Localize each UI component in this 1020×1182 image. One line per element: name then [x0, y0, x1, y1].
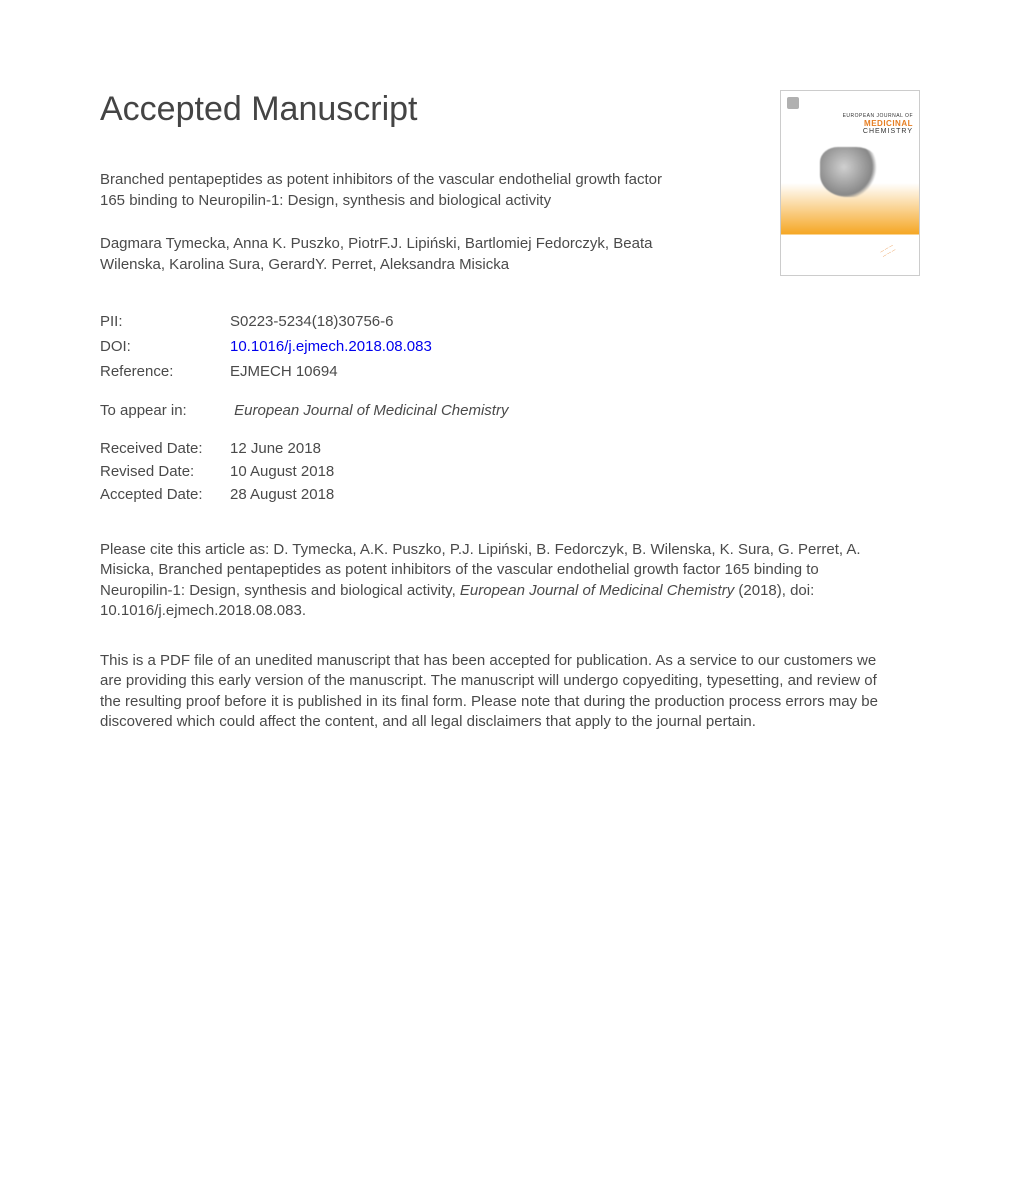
received-row: Received Date: 12 June 2018 [100, 437, 334, 460]
revised-value: 10 August 2018 [230, 460, 334, 483]
reference-label: Reference: [100, 359, 230, 384]
doi-label: DOI: [100, 334, 230, 359]
journal-cover-thumbnail: EUROPEAN JOURNAL OF MEDICINAL CHEMISTRY … [780, 90, 920, 276]
reference-value: EJMECH 10694 [230, 359, 432, 384]
accepted-value: 28 August 2018 [230, 483, 334, 506]
doi-link[interactable]: 10.1016/j.ejmech.2018.08.083 [230, 338, 432, 355]
received-value: 12 June 2018 [230, 437, 334, 460]
revised-row: Revised Date: 10 August 2018 [100, 460, 334, 483]
doi-row: DOI: 10.1016/j.ejmech.2018.08.083 [100, 334, 432, 359]
metadata-table: PII: S0223-5234(18)30756-6 DOI: 10.1016/… [100, 309, 432, 384]
dates-table: Received Date: 12 June 2018 Revised Date… [100, 437, 334, 506]
manuscript-page: Accepted Manuscript Branched pentapeptid… [0, 0, 1020, 822]
pii-row: PII: S0223-5234(18)30756-6 [100, 309, 432, 334]
molecule-graphic-icon [820, 147, 880, 197]
cover-diagonal-text: — — —— — — [880, 236, 921, 277]
cover-line2: MEDICINAL [843, 119, 913, 128]
article-title: Branched pentapeptides as potent inhibit… [100, 169, 680, 211]
to-appear-row: To appear in: European Journal of Medici… [100, 402, 920, 419]
to-appear-label: To appear in: [100, 402, 230, 419]
page-title: Accepted Manuscript [100, 90, 760, 129]
citation-block: Please cite this article as: D. Tymecka,… [100, 540, 890, 621]
header-row: Accepted Manuscript Branched pentapeptid… [100, 90, 920, 309]
reference-row: Reference: EJMECH 10694 [100, 359, 432, 384]
received-label: Received Date: [100, 437, 230, 460]
revised-label: Revised Date: [100, 460, 230, 483]
accepted-label: Accepted Date: [100, 483, 230, 506]
citation-journal: European Journal of Medicinal Chemistry [460, 582, 734, 599]
pii-value: S0223-5234(18)30756-6 [230, 309, 432, 334]
cover-journal-name: EUROPEAN JOURNAL OF MEDICINAL CHEMISTRY [843, 113, 913, 135]
pii-label: PII: [100, 309, 230, 334]
journal-name: European Journal of Medicinal Chemistry [234, 402, 508, 419]
disclaimer-text: This is a PDF file of an unedited manusc… [100, 651, 890, 732]
elsevier-logo-icon [787, 97, 799, 109]
accepted-row: Accepted Date: 28 August 2018 [100, 483, 334, 506]
cover-line3: CHEMISTRY [843, 128, 913, 135]
title-block: Accepted Manuscript Branched pentapeptid… [100, 90, 760, 309]
authors-list: Dagmara Tymecka, Anna K. Puszko, PiotrF.… [100, 233, 680, 275]
